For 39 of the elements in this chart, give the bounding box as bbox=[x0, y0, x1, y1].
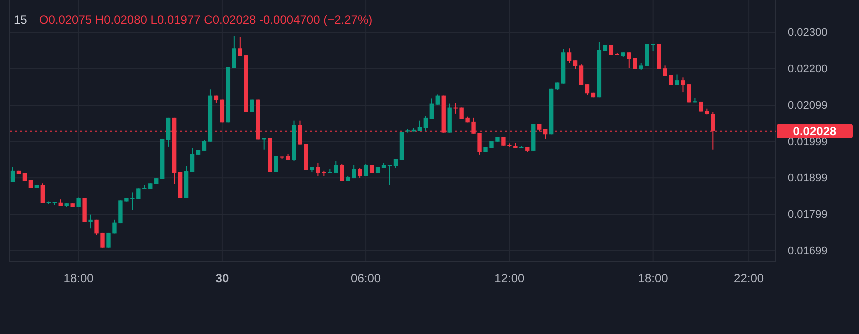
x-tick-label: 30 bbox=[216, 272, 230, 286]
candlestick bbox=[436, 94, 440, 106]
candlestick bbox=[340, 164, 344, 182]
y-tick-label: 0.02300 bbox=[788, 27, 828, 40]
candlestick bbox=[352, 164, 356, 180]
candlestick bbox=[675, 74, 680, 86]
ref-line-label: 0.02028 bbox=[793, 124, 838, 139]
text: 15 bbox=[14, 13, 28, 27]
x-tick-label: 18:00 bbox=[64, 272, 94, 286]
y-tick-label: 0.01899 bbox=[788, 172, 828, 185]
y-tick-label: 0.02099 bbox=[788, 100, 828, 112]
candlestick bbox=[190, 148, 195, 173]
x-tick-label: 18:00 bbox=[638, 272, 669, 286]
candlestick bbox=[202, 140, 207, 152]
y-tick-label: 0.01799 bbox=[788, 208, 828, 221]
candlestick bbox=[424, 116, 428, 132]
candlestick bbox=[627, 52, 632, 69]
candlestick bbox=[585, 84, 590, 96]
candlestick bbox=[388, 164, 392, 186]
candlestick bbox=[567, 48, 572, 64]
candlestick bbox=[232, 36, 237, 69]
candlestick bbox=[358, 168, 362, 179]
x-tick-label: 22:00 bbox=[734, 272, 764, 286]
candlestick bbox=[40, 183, 46, 204]
x-tick-label: 06:00 bbox=[351, 272, 382, 286]
candlestick bbox=[238, 36, 242, 57]
candlestick bbox=[82, 198, 87, 223]
x-tick-label: 12:00 bbox=[494, 272, 526, 286]
candlestick bbox=[88, 214, 93, 230]
candlestick bbox=[364, 164, 368, 176]
candlestick bbox=[10, 166, 16, 183]
text: O0.02075 H0.02080 L0.01977 C0.02028 -0.0004700 (−2.27%) bbox=[39, 13, 373, 27]
candlestick bbox=[166, 117, 171, 148]
candlestick bbox=[430, 98, 434, 120]
candlestick bbox=[579, 64, 584, 86]
y-tick-label: 0.02200 bbox=[788, 63, 828, 76]
candlestick bbox=[250, 99, 254, 113]
y-tick-label: 0.01999 bbox=[788, 136, 828, 148]
y-tick-label: 0.01699 bbox=[788, 245, 828, 258]
